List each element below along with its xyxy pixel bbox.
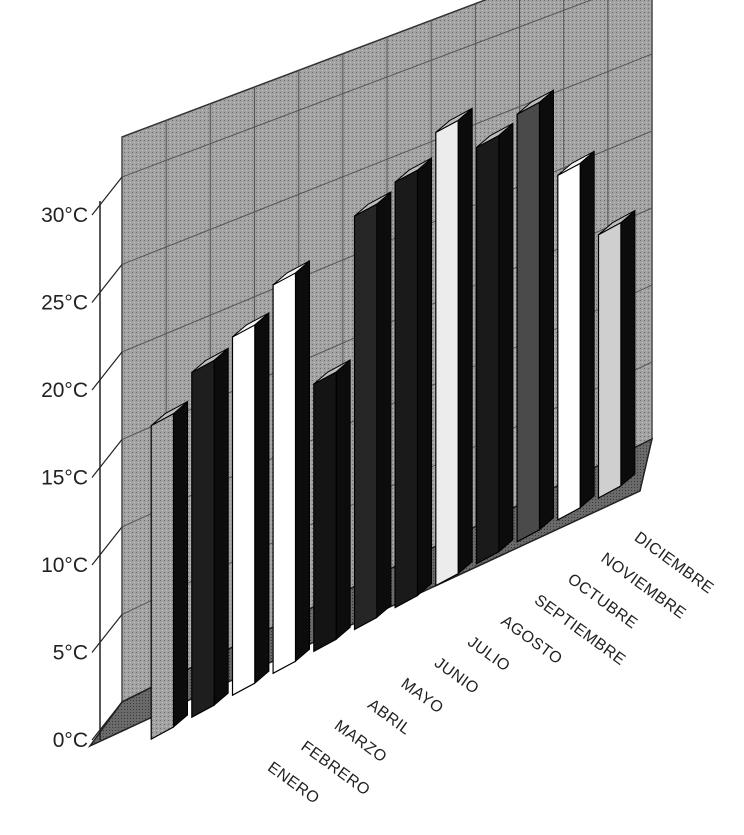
- bar-top: [476, 122, 514, 148]
- x-tick-label: JUNIO: [431, 654, 482, 697]
- x-tick-label: ABRIL: [364, 696, 413, 738]
- y-tick-mark: [91, 176, 123, 216]
- bar-front: [150, 412, 175, 741]
- y-tick-mark: [91, 439, 123, 478]
- y-tick-mark: [91, 264, 123, 303]
- y-tick-label: 20°C: [41, 379, 88, 402]
- bar-junio: [353, 190, 392, 631]
- bar-agosto: [435, 107, 473, 587]
- bar-top: [313, 359, 351, 385]
- bar-side: [457, 107, 473, 575]
- y-tick-label: 5°C: [53, 642, 88, 665]
- bars: [150, 89, 636, 741]
- bar-septiembre: [475, 122, 514, 565]
- bar-side: [620, 209, 636, 487]
- bar-marzo: [231, 311, 270, 697]
- bar-side: [579, 150, 595, 509]
- bar-front: [597, 221, 622, 500]
- bar-front: [516, 101, 541, 543]
- bar-julio: [394, 157, 432, 609]
- bar-side: [376, 190, 392, 619]
- bar-side: [213, 347, 229, 707]
- bar-top: [354, 191, 392, 217]
- bar-noviembre: [557, 150, 595, 521]
- y-tick-label: 0°C: [53, 729, 88, 752]
- y-tick-mark: [91, 614, 123, 653]
- bar-side: [498, 122, 514, 553]
- bar-front: [435, 119, 459, 587]
- x-tick-label: MAYO: [398, 675, 447, 717]
- grid-line-horizontal: [121, 53, 653, 265]
- y-tick-label: 25°C: [41, 292, 88, 315]
- y-tick-mark: [91, 701, 123, 741]
- bar-abril: [272, 259, 310, 675]
- bar-front: [313, 370, 337, 653]
- bar-front: [272, 271, 297, 675]
- x-tick-label: JULIO: [464, 634, 513, 676]
- bar-febrero: [191, 347, 229, 719]
- bar-top: [150, 401, 188, 427]
- bar-side: [417, 157, 432, 597]
- bar-enero: [150, 400, 188, 741]
- bar-mayo: [313, 358, 351, 653]
- bar-top: [516, 89, 554, 115]
- bar-side: [539, 89, 554, 531]
- bar-front: [394, 169, 419, 609]
- bar-side: [295, 259, 310, 663]
- bar-octubre: [516, 89, 554, 543]
- y-tick-label: 15°C: [41, 467, 88, 490]
- bar-front: [557, 162, 581, 521]
- y-tick-mark: [91, 351, 123, 391]
- bar-diciembre: [597, 209, 636, 500]
- bar-side: [254, 311, 270, 685]
- y-tick-label: 30°C: [41, 204, 88, 227]
- bar-top: [232, 312, 270, 338]
- x-tick-label: MARZO: [331, 717, 390, 766]
- bar-front: [191, 359, 215, 719]
- bar-top: [557, 150, 595, 176]
- bar-top: [598, 210, 636, 236]
- y-tick-mark: [91, 526, 123, 566]
- bar-front: [475, 134, 500, 565]
- y-axis: 0°C 5°C 10°C 15°C 20°C 25°C 30°C: [41, 176, 123, 752]
- bar-top: [435, 107, 473, 133]
- bar-top: [394, 157, 432, 183]
- bar-top: [191, 347, 229, 373]
- bar-front: [231, 323, 256, 697]
- y-tick-label: 10°C: [41, 554, 88, 577]
- x-tick-label: ENERO: [264, 759, 322, 808]
- bar-side: [173, 400, 188, 729]
- bar-side: [335, 358, 351, 641]
- bar-top: [272, 260, 310, 286]
- bar-front: [353, 202, 378, 631]
- grid-line-horizontal: [121, 0, 593, 178]
